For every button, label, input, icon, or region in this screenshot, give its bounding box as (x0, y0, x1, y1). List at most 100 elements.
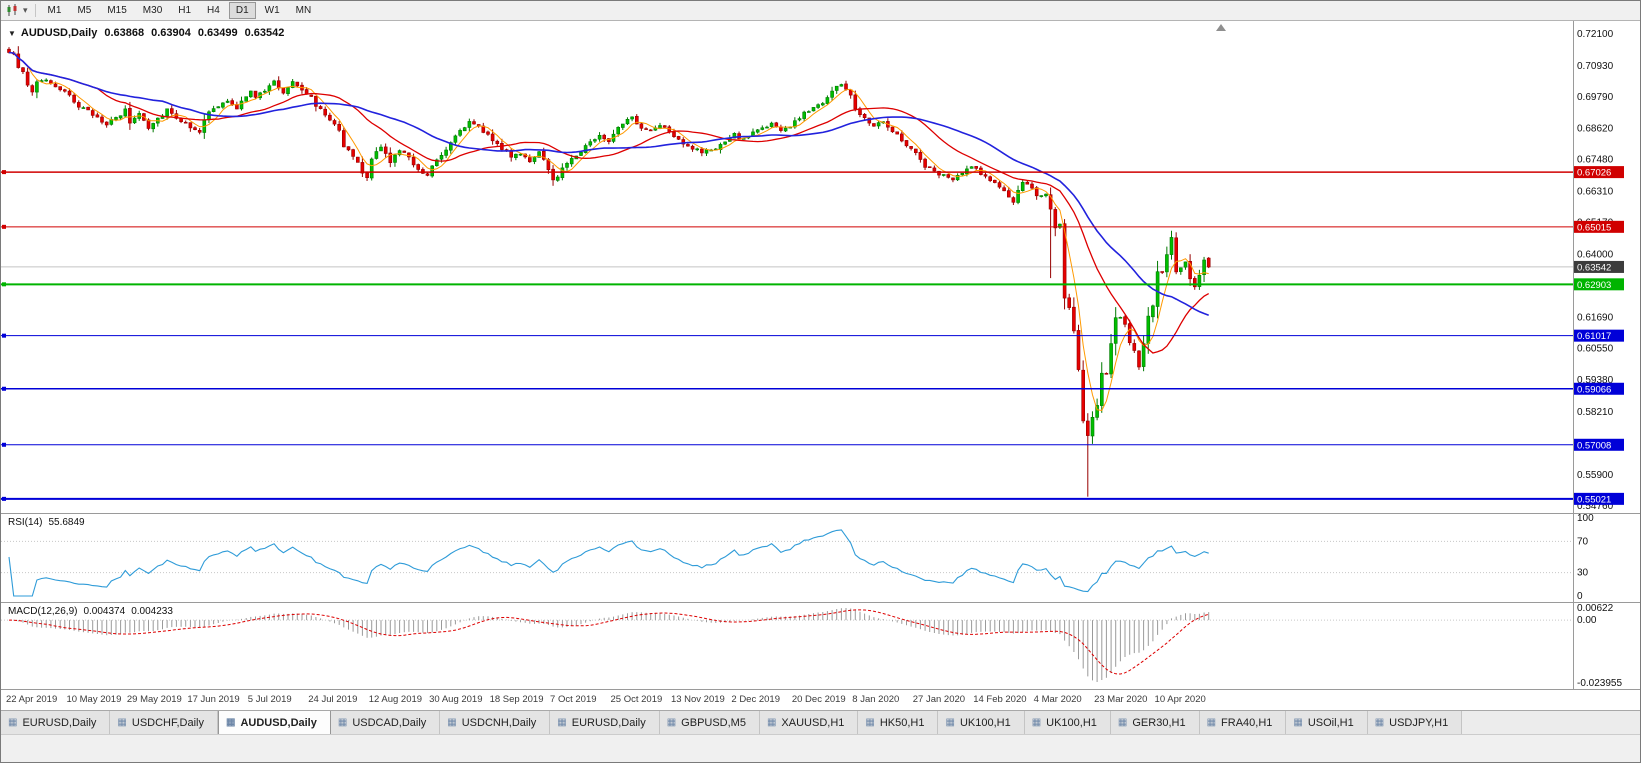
timeframe-button-d1[interactable]: D1 (228, 2, 256, 19)
rsi-panel-canvas[interactable]: 100 70 30 0 (1, 513, 1641, 602)
chart-shift-marker-icon (1216, 24, 1226, 31)
moving-average-34 (8, 51, 1209, 316)
date-label: 29 May 2019 (126, 694, 182, 705)
date-axis[interactable]: 22 Apr 2019 10 May 2019 29 May 2019 17 Jun … (1, 689, 1640, 710)
chart-header: ▼ AUDUSD,Daily 0.63868 0.63904 0.63499 0… (8, 27, 284, 39)
timeframe-button-m5[interactable]: M5 (77, 5, 92, 16)
current-price-tag (1574, 260, 1624, 273)
chart-tab-audusd-daily[interactable]: ▦ AUDUSD,Daily (218, 711, 331, 734)
chart-tab-usdcad-daily[interactable]: ▦ USDCAD,Daily (330, 711, 441, 734)
rsi-value: 55.6849 (48, 517, 85, 528)
chart-tab-label: XAUUSD,H1 (781, 716, 845, 729)
svg-text:0.64000: 0.64000 (1577, 249, 1614, 260)
main-chart-canvas[interactable]: 0.72100 0.70930 0.69790 0.68620 0.67480 0.663… (1, 21, 1641, 513)
date-label: 27 Jan 2020 (912, 694, 966, 705)
level-handle (2, 224, 6, 229)
chart-tab-icon: ▦ (766, 716, 777, 728)
date-label: 24 Jul 2019 (308, 694, 358, 705)
chart-tab-icon: ▦ (1293, 716, 1303, 728)
macd-signal-line (8, 609, 1209, 675)
level-handle (2, 442, 6, 447)
chart-tab-eurusd-daily[interactable]: ▦ EURUSD,Daily (1, 711, 111, 734)
svg-text:0.61017: 0.61017 (1577, 331, 1611, 342)
chart-menu-icon[interactable]: ▼ (8, 28, 16, 38)
chart-type-icon[interactable] (5, 4, 20, 17)
chart-tab-icon: ▦ (1374, 716, 1385, 728)
chart-tab-ger30-h1[interactable]: ▦ GER30,H1 (1110, 711, 1200, 734)
chart-tab-xauusd-h1[interactable]: ▦ XAUUSD,H1 (759, 711, 859, 734)
chart-tab-icon: ▦ (117, 716, 127, 728)
date-label: 7 Oct 2019 (550, 694, 597, 705)
chart-tab-label: HK50,H1 (879, 716, 925, 729)
date-label: 18 Sep 2019 (489, 694, 544, 705)
moving-average-5 (8, 52, 1209, 412)
timeframe-button-mn[interactable]: MN (295, 5, 312, 16)
chart-tab-hk50-h1[interactable]: ▦ HK50,H1 (858, 711, 939, 734)
svg-text:30: 30 (1577, 568, 1589, 579)
candles (7, 46, 1211, 497)
chart-tab-icon: ▦ (666, 716, 677, 728)
chart-tab-icon: ▦ (865, 716, 875, 728)
date-label: 13 Nov 2019 (670, 694, 725, 705)
date-label: 30 Aug 2019 (429, 694, 483, 705)
svg-text:0.63542: 0.63542 (1577, 262, 1611, 273)
svg-text:0.58210: 0.58210 (1577, 407, 1614, 418)
chart-open-value: 0.63868 (104, 27, 145, 39)
macd-header: MACD(12,26,9) 0.004374 0.004233 (8, 606, 173, 617)
chart-tab-icon: ▦ (945, 716, 955, 728)
date-label: 17 Jun 2019 (187, 694, 240, 705)
chart-tab-fra40-h1[interactable]: ▦ FRA40,H1 (1199, 711, 1287, 734)
chart-tab-label: USDCNH,Daily (461, 716, 537, 729)
date-label: 22 Apr 2019 (6, 694, 58, 705)
date-label: 8 Jan 2020 (852, 694, 900, 705)
toolbar-separator (34, 4, 36, 17)
chart-tab-label: USDCHF,Daily (131, 716, 204, 729)
date-label: 4 Mar 2020 (1033, 694, 1082, 705)
macd-main-value: 0.004374 (83, 606, 126, 617)
svg-text:0.68620: 0.68620 (1577, 124, 1614, 135)
level-handle (2, 170, 6, 175)
macd-signal-value: 0.004233 (131, 606, 173, 617)
chart-tab-icon: ▦ (1117, 716, 1128, 728)
chart-tab-icon: ▦ (337, 716, 348, 728)
chart-type-dropdown-icon[interactable]: ▾ (23, 5, 28, 15)
chart-tab-label: GER30,H1 (1132, 716, 1186, 729)
chart-tab-label: FRA40,H1 (1221, 716, 1273, 729)
chart-tab-icon: ▦ (447, 716, 457, 728)
chart-high-value: 0.63904 (151, 27, 191, 39)
level-price-tag (1574, 382, 1624, 395)
level-handle (2, 282, 6, 287)
chart-tab-label: GBPUSD,M5 (681, 716, 746, 729)
svg-text:0.66310: 0.66310 (1577, 187, 1614, 198)
horizontal-level-lines (1, 170, 1573, 501)
chart-tab-label: EURUSD,Daily (571, 716, 646, 729)
chart-tab-usdcnh-daily[interactable]: ▦ USDCNH,Daily (440, 711, 551, 734)
status-strip (1, 734, 1640, 762)
timeframe-button-m30[interactable]: M30 (142, 5, 163, 16)
chart-tab-gbpusd-m5[interactable]: ▦ GBPUSD,M5 (659, 711, 760, 734)
timeframe-button-h1[interactable]: H1 (178, 5, 192, 16)
level-handle (2, 333, 6, 338)
svg-text:0.00622: 0.00622 (1577, 603, 1614, 614)
moving-average-20 (8, 51, 1210, 354)
chart-tab-label: UK100,H1 (959, 716, 1011, 729)
timeframe-button-h4[interactable]: H4 (207, 5, 220, 16)
chart-tab-usdchf-daily[interactable]: ▦ USDCHF,Daily (110, 711, 218, 734)
level-handle (2, 496, 6, 501)
chart-tab-eurusd-daily[interactable]: ▦ EURUSD,Daily (550, 711, 660, 734)
timeframe-button-m1[interactable]: M1 (47, 5, 62, 16)
chart-tab-icon: ▦ (8, 716, 18, 728)
chart-tab-label: USOil,H1 (1307, 716, 1354, 729)
svg-text:0.57008: 0.57008 (1577, 440, 1611, 451)
date-label: 25 Oct 2019 (610, 694, 663, 705)
chart-tab-icon: ▦ (1031, 716, 1042, 728)
level-price-tag (1574, 220, 1624, 233)
svg-text:-0.023955: -0.023955 (1577, 678, 1622, 689)
timeframe-button-w1[interactable]: W1 (264, 5, 280, 16)
chart-tab-uk100-h1[interactable]: ▦ UK100,H1 (938, 711, 1025, 734)
timeframe-button-m15[interactable]: M15 (107, 5, 127, 16)
chart-tab-usdjpy-h1[interactable]: ▦ USDJPY,H1 (1367, 711, 1463, 734)
chart-tab-usoil-h1[interactable]: ▦ USOil,H1 (1286, 711, 1368, 734)
chart-tab-uk100-h1[interactable]: ▦ UK100,H1 (1024, 711, 1111, 734)
